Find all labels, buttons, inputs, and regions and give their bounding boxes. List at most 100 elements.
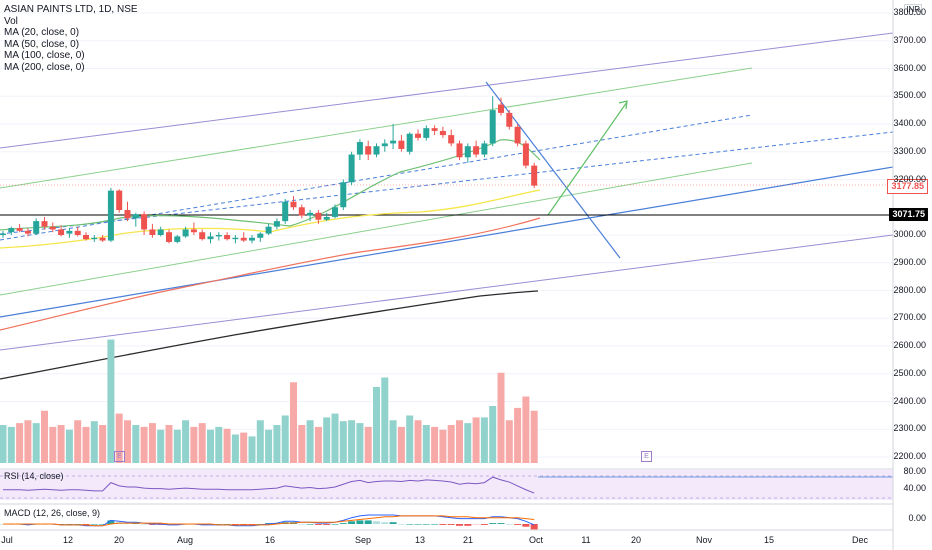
candle-body[interactable] xyxy=(224,235,231,240)
candle-body[interactable] xyxy=(323,216,330,220)
candle-body[interactable] xyxy=(182,229,189,237)
candle-body[interactable] xyxy=(199,232,206,240)
candle-body[interactable] xyxy=(41,221,48,227)
volume-bar xyxy=(115,413,123,463)
candle-body[interactable] xyxy=(257,233,264,238)
candle-body[interactable] xyxy=(498,104,504,113)
price-tick-label: 2600.00 xyxy=(893,340,926,350)
candle-body[interactable] xyxy=(215,235,222,237)
candle-body[interactable] xyxy=(348,154,355,183)
macd-signal-line xyxy=(3,515,535,527)
price-tick-label: 3200.00 xyxy=(893,173,926,184)
candle-body[interactable] xyxy=(107,190,114,241)
currency-badge[interactable]: INR xyxy=(904,4,922,15)
candle-body[interactable] xyxy=(531,165,538,186)
ma20-label[interactable]: MA (20, close, 0) xyxy=(4,27,80,38)
candle-body[interactable] xyxy=(240,237,247,241)
candle-body[interactable] xyxy=(0,233,6,235)
candle-body[interactable] xyxy=(49,226,56,230)
symbol-title[interactable]: ASIAN PAINTS LTD, 1D, NSE xyxy=(4,4,138,15)
candle-body[interactable] xyxy=(464,146,471,158)
volume-bar xyxy=(281,415,289,463)
candle-body[interactable] xyxy=(33,221,40,234)
price-tick-label: 2500.00 xyxy=(893,367,926,378)
candle-body[interactable] xyxy=(124,210,131,219)
candle-body[interactable] xyxy=(249,237,255,241)
price-tick-label: 3400.00 xyxy=(893,118,926,128)
candle-body[interactable] xyxy=(99,237,106,241)
candle-body[interactable] xyxy=(91,237,98,240)
macd-hist-bar xyxy=(57,524,65,525)
candle-body[interactable] xyxy=(340,182,347,208)
candle-body[interactable] xyxy=(141,214,148,230)
volume-bar xyxy=(505,420,513,463)
candle-body[interactable] xyxy=(307,212,314,216)
candlestick-series xyxy=(0,96,538,244)
candle-body[interactable] xyxy=(381,143,388,147)
candle-body[interactable] xyxy=(423,128,430,138)
earnings-icon[interactable]: E xyxy=(641,451,652,462)
candle-body[interactable] xyxy=(406,133,413,152)
candle-body[interactable] xyxy=(481,143,488,155)
candle-body[interactable] xyxy=(58,229,65,235)
candle-body[interactable] xyxy=(489,110,496,144)
candle-body[interactable] xyxy=(356,142,363,155)
candle-body[interactable] xyxy=(83,235,89,240)
candle-body[interactable] xyxy=(16,228,23,231)
rsi-label[interactable]: RSI (14, close) xyxy=(4,471,64,481)
candle-body[interactable] xyxy=(365,146,372,155)
earnings-icon[interactable]: E xyxy=(114,451,125,462)
ma200-label[interactable]: MA (200, close, 0) xyxy=(4,61,85,73)
vol-label[interactable]: Vol xyxy=(4,15,18,27)
candle-body[interactable] xyxy=(390,140,397,144)
candle-body[interactable] xyxy=(282,201,289,222)
candle-body[interactable] xyxy=(265,226,272,234)
candle-body[interactable] xyxy=(522,143,529,166)
candle-body[interactable] xyxy=(439,130,446,136)
candle-body[interactable] xyxy=(315,212,322,220)
macd-hist-bar xyxy=(406,524,414,525)
ma50-label[interactable]: MA (50, close, 0) xyxy=(4,38,80,50)
candle-body[interactable] xyxy=(456,143,463,158)
indicator-tick-label: 0.00 xyxy=(908,513,926,523)
candle-body[interactable] xyxy=(415,133,421,138)
volume-bar xyxy=(514,407,522,463)
candle-body[interactable] xyxy=(174,236,181,242)
candle-body[interactable] xyxy=(298,207,305,216)
candle-body[interactable] xyxy=(66,230,73,234)
price-tick-label: 2800.00 xyxy=(893,284,926,295)
volume-bar xyxy=(472,417,480,463)
candle-body[interactable] xyxy=(232,237,239,240)
macd-label[interactable]: MACD (12, 26, close, 9) xyxy=(4,508,101,518)
macd-hist-bar xyxy=(356,520,364,524)
ma100-label[interactable]: MA (100, close, 0) xyxy=(4,50,85,61)
candle-body[interactable] xyxy=(431,128,438,131)
candle-body[interactable] xyxy=(8,228,15,233)
candle-body[interactable] xyxy=(116,190,123,211)
candle-body[interactable] xyxy=(290,201,297,208)
candle-body[interactable] xyxy=(190,229,197,233)
candle-body[interactable] xyxy=(166,232,172,242)
candle-body[interactable] xyxy=(506,112,513,127)
candle-body[interactable] xyxy=(149,229,156,235)
candle-body[interactable] xyxy=(157,229,164,235)
candle-body[interactable] xyxy=(273,221,280,227)
candle-body[interactable] xyxy=(514,126,521,144)
candle-body[interactable] xyxy=(74,230,81,235)
candle-body[interactable] xyxy=(373,146,380,155)
candle-body[interactable] xyxy=(207,236,214,240)
macd-hist-bar xyxy=(74,524,82,525)
indicator-tick-label: 80.00 xyxy=(903,466,926,476)
volume-bar xyxy=(207,429,214,463)
candle-body[interactable] xyxy=(448,135,455,144)
volume-bar xyxy=(49,426,57,463)
candle-body[interactable] xyxy=(132,214,139,219)
macd-hist-bar xyxy=(447,524,455,525)
candle-body[interactable] xyxy=(398,140,405,149)
candle-body[interactable] xyxy=(332,207,338,217)
candle-body[interactable] xyxy=(473,146,480,155)
candle-body[interactable] xyxy=(24,230,31,234)
volume-bar xyxy=(522,396,530,463)
macd-hist-bar xyxy=(314,524,322,525)
